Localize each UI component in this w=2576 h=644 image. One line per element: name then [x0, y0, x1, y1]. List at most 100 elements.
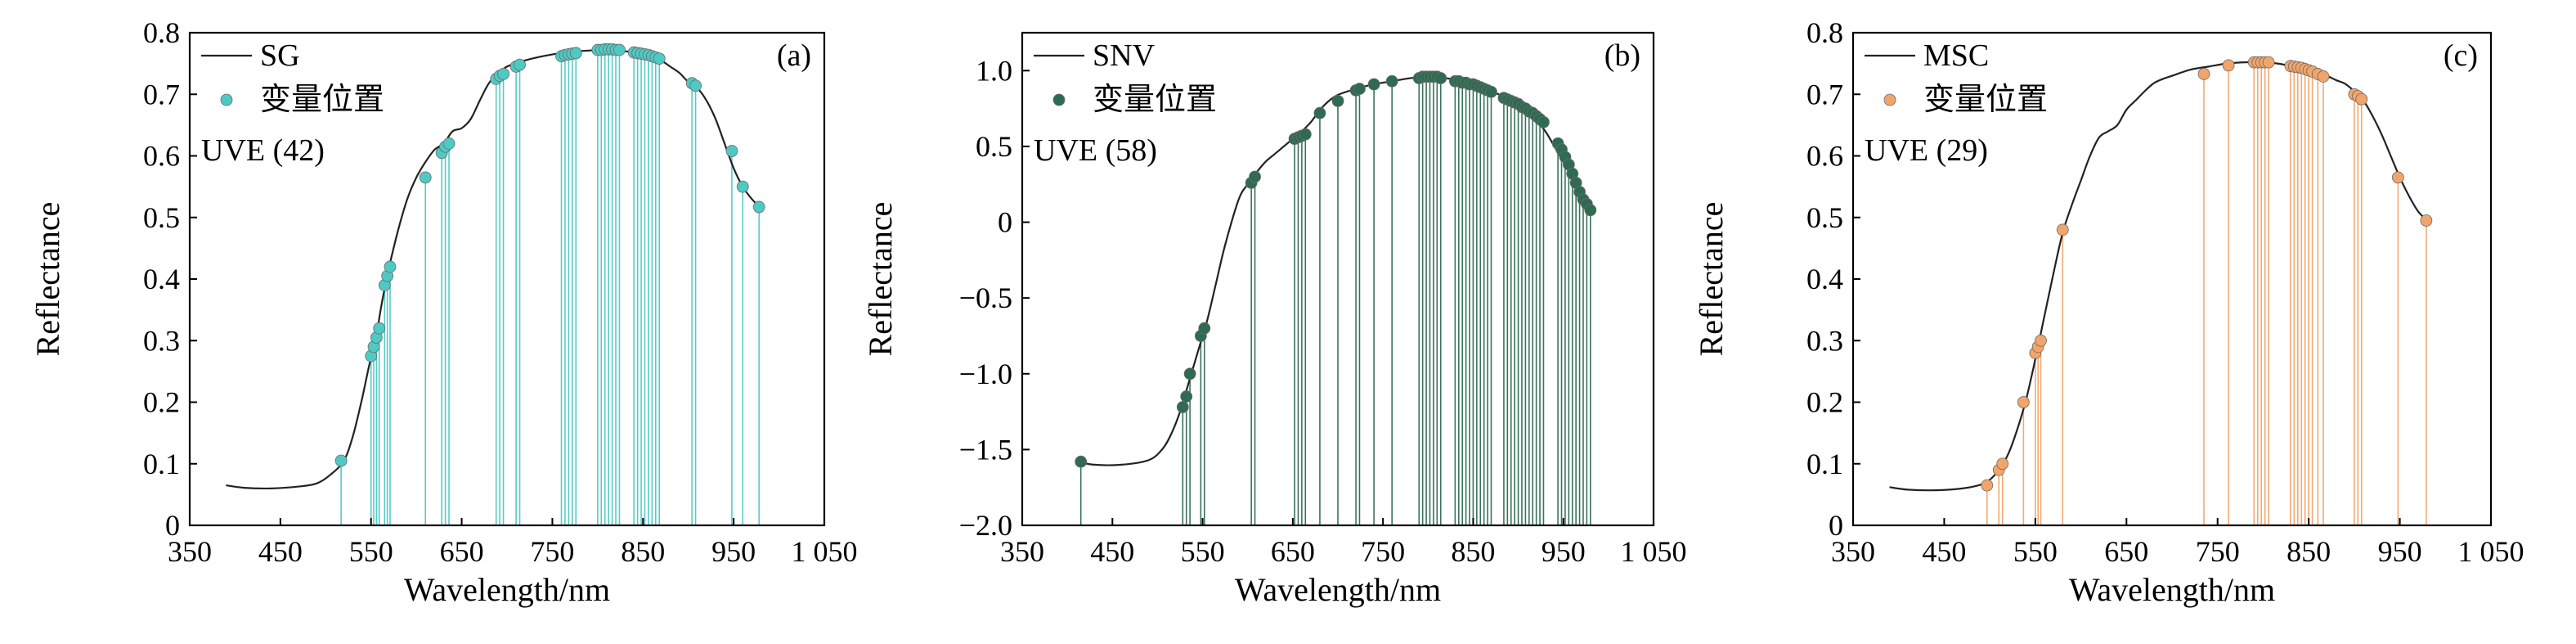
x-tick-label: 450 — [1090, 535, 1134, 568]
y-tick-label: −0.5 — [959, 281, 1012, 314]
x-tick-label: 1 050 — [1621, 535, 1687, 568]
x-tick-label: 450 — [1922, 535, 1966, 568]
y-tick-label: 0.3 — [1806, 324, 1843, 357]
variable-marker — [1584, 204, 1597, 217]
variable-marker — [2017, 396, 2030, 408]
x-axis-title: Wavelength/nm — [404, 571, 610, 608]
y-tick-label: 0.4 — [1806, 263, 1843, 295]
y-tick-label: 0.7 — [143, 78, 180, 110]
x-tick-label: 450 — [258, 535, 303, 568]
method-annotation: UVE (29) — [1865, 133, 1988, 168]
y-tick-label: 0.8 — [143, 16, 180, 49]
variable-marker — [1385, 74, 1398, 88]
variable-marker — [373, 322, 386, 335]
legend-label-line: MSC — [1923, 38, 1989, 73]
x-tick-label: 750 — [2196, 535, 2240, 568]
legend-label-line: SG — [260, 38, 300, 73]
y-axis-title: Reflectance — [862, 202, 899, 357]
y-tick-label: 0.8 — [1806, 16, 1843, 49]
method-annotation: UVE (42) — [201, 133, 325, 168]
legend-marker-swatch — [220, 93, 233, 106]
x-axis-title: Wavelength/nm — [1235, 571, 1441, 608]
panel-label: (b) — [1604, 38, 1640, 73]
y-tick-label: 0.5 — [143, 201, 180, 234]
y-tick-label: 1.0 — [976, 54, 1012, 87]
y-tick-label: 0.5 — [1806, 201, 1843, 234]
x-tick-label: 650 — [2104, 535, 2148, 568]
y-tick-label: 0.6 — [1806, 140, 1843, 173]
chart-panel-2: 350 450 550 650 750 850 950 1 050 −2.0 −1.5 −1.0 −0… — [862, 31, 1687, 608]
variable-marker — [1331, 94, 1344, 107]
x-tick-label: 850 — [2287, 535, 2331, 568]
y-tick-label: 0.5 — [976, 130, 1012, 163]
legend-label-markers: 变量位置 — [1093, 83, 1217, 117]
variable-marker — [384, 260, 397, 273]
x-tick-label: 650 — [440, 535, 484, 568]
x-tick-label: 650 — [1271, 535, 1315, 568]
legend-label-markers: 变量位置 — [260, 83, 384, 117]
variable-marker — [442, 137, 456, 150]
x-tick-label: 550 — [349, 535, 393, 568]
chart-panel-3: 350 450 550 650 750 850 950 1 050 0 0.1 0.2 0.3 0.4 0… — [1693, 16, 2524, 608]
variable-marker — [2317, 70, 2330, 83]
variable-marker — [419, 171, 432, 184]
variable-marker — [497, 68, 509, 80]
x-tick-label: 550 — [2013, 535, 2058, 568]
variable-marker — [1183, 367, 1196, 381]
spectrum-line-msc — [1889, 61, 2428, 492]
panel-label: (c) — [2444, 38, 2478, 73]
y-tick-label: 0.7 — [1806, 78, 1843, 110]
variable-marker — [736, 180, 749, 193]
legend-marker-swatch — [1052, 93, 1066, 106]
variable-marker — [1996, 457, 2009, 471]
variable-marker — [2056, 223, 2069, 236]
y-tick-label: −2.0 — [959, 509, 1012, 542]
legend-label-line: SNV — [1093, 38, 1156, 73]
variable-marker — [2197, 68, 2210, 80]
variable-marker — [689, 79, 702, 92]
x-tick-label: 350 — [1831, 535, 1875, 568]
variable-marker — [2262, 56, 2275, 69]
x-tick-label: 750 — [530, 535, 574, 568]
x-tick-label: 950 — [1542, 535, 1586, 568]
y-tick-label: 0.2 — [1806, 386, 1843, 419]
x-axis-title: Wavelength/nm — [2069, 571, 2275, 608]
variable-marker — [514, 58, 526, 71]
plot-frame — [1021, 31, 1655, 527]
y-tick-label: 0.6 — [143, 140, 180, 173]
variable-marker — [2420, 214, 2433, 227]
y-axis-title: Reflectance — [29, 202, 66, 357]
variable-marker — [2391, 171, 2404, 184]
variable-marker — [2035, 334, 2047, 347]
variable-marker — [569, 47, 582, 60]
x-tick-label: 950 — [2378, 535, 2422, 568]
x-tick-label: 350 — [168, 535, 212, 568]
variable-marker — [1367, 78, 1380, 91]
method-annotation: UVE (58) — [1034, 133, 1157, 168]
x-tick-label: 750 — [1361, 535, 1405, 568]
y-tick-label: 0 — [1829, 509, 1843, 542]
y-tick-label: 0.1 — [1806, 448, 1843, 480]
x-tick-label: 850 — [621, 535, 665, 568]
variable-marker — [1180, 390, 1193, 403]
variable-marker — [1075, 455, 1088, 468]
y-tick-label: −1.5 — [959, 433, 1012, 466]
x-tick-label: 550 — [1181, 535, 1225, 568]
x-tick-label: 1 050 — [2458, 535, 2524, 568]
y-tick-label: −1.0 — [959, 358, 1012, 390]
variable-marker — [334, 454, 348, 467]
y-tick-label: 0.3 — [143, 324, 180, 357]
variable-marker — [1537, 115, 1550, 128]
variable-marker — [1353, 83, 1366, 95]
variable-marker — [1313, 106, 1326, 119]
x-tick-label: 350 — [1000, 535, 1044, 568]
y-tick-label: 0 — [165, 509, 180, 542]
y-axis-title: Reflectance — [1693, 202, 1730, 357]
chart-panel-1: 350 450 550 650 750 850 950 1 050 0 0.1 0.2 0.3 0.4 0… — [29, 16, 858, 608]
variable-marker — [653, 52, 666, 65]
x-tick-label: 950 — [711, 535, 756, 568]
legend-label-markers: 变量位置 — [1923, 83, 2048, 117]
y-tick-label: 0.1 — [143, 448, 180, 480]
variable-marker — [1249, 170, 1261, 183]
